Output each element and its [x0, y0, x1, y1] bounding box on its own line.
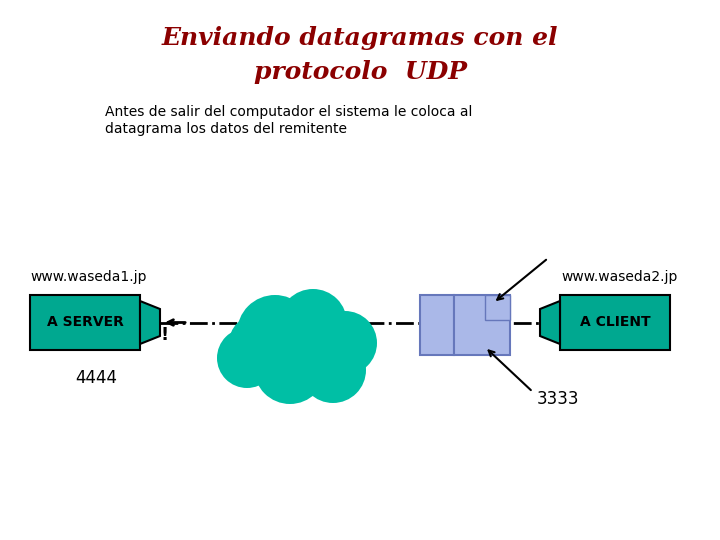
FancyBboxPatch shape [420, 295, 454, 355]
Circle shape [254, 332, 326, 404]
Circle shape [229, 315, 285, 371]
Circle shape [279, 289, 347, 357]
Text: 3333: 3333 [537, 390, 580, 408]
Text: datagrama los datos del remitente: datagrama los datos del remitente [105, 122, 347, 136]
Circle shape [258, 301, 342, 385]
Circle shape [217, 328, 277, 388]
Text: Antes de salir del computador el sistema le coloca al: Antes de salir del computador el sistema… [105, 105, 472, 119]
FancyBboxPatch shape [454, 295, 510, 355]
Text: Enviando datagramas con el: Enviando datagramas con el [162, 26, 558, 50]
Circle shape [237, 295, 313, 371]
Text: protocolo  UDP: protocolo UDP [253, 60, 467, 84]
Text: A CLIENT: A CLIENT [580, 315, 650, 329]
Circle shape [313, 311, 377, 375]
FancyBboxPatch shape [560, 295, 670, 350]
Text: A SERVER: A SERVER [47, 315, 123, 329]
Text: www.waseda2.jp: www.waseda2.jp [562, 270, 678, 284]
Text: 4444: 4444 [75, 369, 117, 387]
Polygon shape [540, 301, 560, 344]
FancyBboxPatch shape [485, 295, 510, 320]
Text: www.waseda1.jp: www.waseda1.jp [30, 270, 146, 284]
Circle shape [300, 337, 366, 403]
FancyBboxPatch shape [30, 295, 140, 350]
Polygon shape [140, 301, 160, 344]
Text: !: ! [161, 326, 169, 343]
